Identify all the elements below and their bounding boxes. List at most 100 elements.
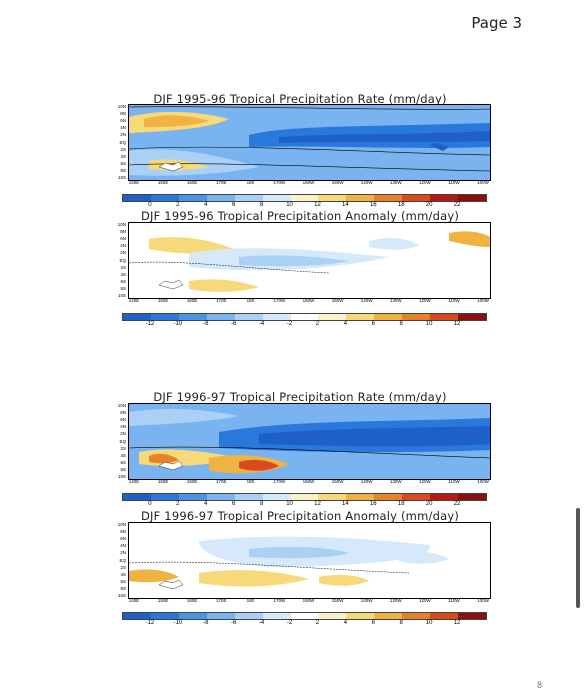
lon-tick-label: 170W [273,479,286,484]
longitude-labels: 140E 150E 160E 170E 180 170W 160W 150W 140W 130W 1… [128,598,489,604]
colorbar-tick-label: 10 [425,620,433,626]
lat-tick-label: 2N [120,250,126,256]
colorbar-swatch [178,195,207,201]
colorbar-tick-label: -4 [258,321,265,327]
lon-tick-label: 160W [302,298,315,303]
colorbar-tick-label: 4 [343,620,348,626]
lon-tick-label: 150W [331,479,344,484]
colorbar-swatch [290,195,319,201]
rate-colorbar-labels: 0 2 4 6 8 10 12 14 16 18 20 22 [122,501,485,509]
colorbar-tick-label: 20 [425,202,433,208]
lon-tick-label: 140E [128,479,140,484]
colorbar-tick-label: -2 [286,620,293,626]
colorbar-tick-label: -2 [286,321,293,327]
longitude-labels: 140E 150E 160E 170E 180 170W 160W 150W 140W 130W 1… [128,298,489,304]
rate-colorbar [122,194,487,202]
lon-tick-label: 150E [157,298,169,303]
lat-tick-label: 6N [120,118,126,124]
colorbar-tick-label: 8 [399,620,403,626]
scrollbar-thumb[interactable] [576,508,580,608]
lon-tick-label: 150W [331,598,344,603]
rate-colorbar-labels: 0 2 4 6 8 10 12 14 16 18 20 22 [122,202,485,210]
colorbar-swatch [123,613,151,619]
colorbar-swatch [178,494,207,500]
colorbar-swatch [234,613,263,619]
colorbar-swatch [206,613,235,619]
colorbar-swatch [206,314,235,320]
lat-tick-label: 4S [120,452,126,458]
lat-tick-label: 8N [120,229,126,235]
lon-tick-label: 100W [477,479,489,484]
lon-tick-label: 160W [302,180,315,185]
lon-tick-label: 160E [186,298,198,303]
colorbar-swatch [318,613,347,619]
colorbar-swatch [206,195,235,201]
colorbar-swatch [430,195,459,201]
colorbar-swatch [346,613,375,619]
colorbar-tick-label: 18 [397,202,405,208]
lon-tick-label: 140E [128,180,140,185]
lon-tick-label: 170E [215,598,227,603]
lon-tick-label: 110W [448,298,460,303]
colorbar-swatch [318,195,347,201]
colorbar-swatch [262,314,291,320]
lat-tick-label: 10S [117,175,126,180]
colorbar-swatch [206,494,235,500]
colorbar-tick-label: -8 [203,620,209,626]
colorbar-swatch [234,195,263,201]
lon-tick-label: 120W [418,180,431,185]
colorbar-swatch [318,314,347,320]
colorbar-tick-label: 6 [371,321,375,327]
colorbar-tick-label: 16 [369,202,377,208]
lat-tick-label: 10N [117,222,126,227]
colorbar-swatch [290,494,319,500]
lon-tick-label: 180 [246,598,255,603]
lat-tick-label: 4N [120,543,126,549]
colorbar-tick-label: -12 [145,620,155,626]
colorbar-swatch [234,314,263,320]
colorbar-swatch [402,195,431,201]
colorbar-tick-label: 12 [314,501,321,507]
colorbar-tick-label: 6 [232,202,236,208]
lat-tick-label: EQ [119,557,126,563]
lat-tick-label: 2S [120,264,126,270]
colorbar-tick-label: 22 [453,202,461,208]
lat-tick-label: EQ [119,438,126,444]
lon-tick-label: 180 [246,298,255,303]
lat-tick-label: 2N [120,431,126,437]
lat-tick-label: 6N [120,236,126,242]
colorbar-tick-label: 6 [371,620,375,626]
lon-tick-label: 140W [360,180,373,185]
colorbar-tick-label: -10 [173,620,183,626]
colorbar-swatch [402,494,431,500]
lon-tick-label: 170W [273,598,286,603]
colorbar-swatch [262,613,291,619]
lon-tick-label: 110W [448,180,460,185]
colorbar-swatch [346,195,375,201]
colorbar-tick-label: 6 [232,501,236,507]
lon-tick-label: 100W [477,298,489,303]
colorbar-tick-label: 4 [204,501,208,507]
page-number: 8 [536,680,542,690]
colorbar-tick-label: 2 [176,501,180,507]
lon-tick-label: 150E [157,180,169,185]
lat-tick-label: 10N [117,104,126,109]
colorbar-swatch [458,613,486,619]
lat-tick-label: 6S [120,459,126,465]
lon-tick-label: 160E [186,180,198,185]
colorbar-tick-label: 14 [342,202,349,208]
colorbar-tick-label: -6 [231,321,237,327]
colorbar-tick-label: 8 [259,501,264,507]
colorbar-tick-label: -12 [145,321,155,327]
colorbar-swatch [430,494,459,500]
lat-tick-label: 6S [120,160,126,166]
colorbar-swatch [402,314,431,320]
lat-tick-label: 8S [120,466,126,472]
lon-tick-label: 160E [186,598,198,603]
precip-rate-map-1995 [128,104,491,181]
colorbar-swatch [123,195,151,201]
colorbar-swatch [178,314,207,320]
lat-tick-label: 2N [120,550,126,556]
colorbar-swatch [374,613,403,619]
lon-tick-label: 170W [273,180,286,185]
